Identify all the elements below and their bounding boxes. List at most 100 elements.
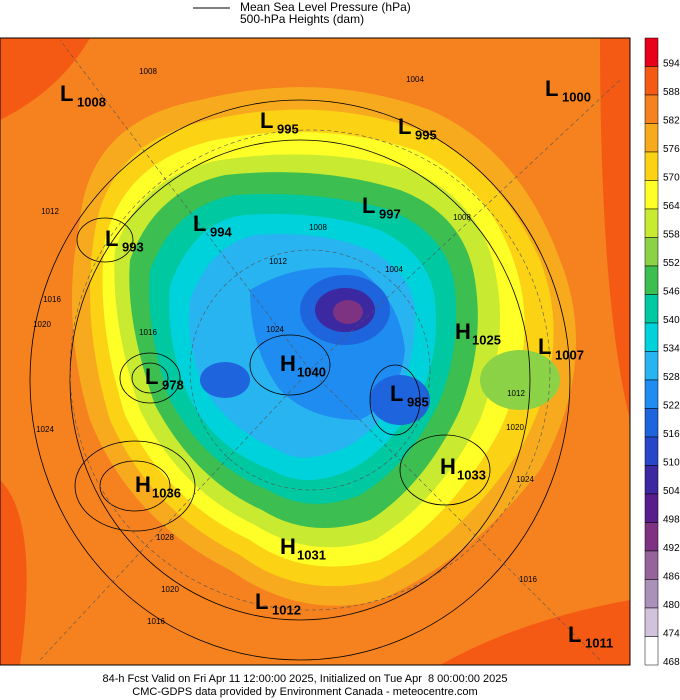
colorbar-box (644, 237, 659, 267)
contour-label: 1024 (36, 425, 54, 434)
center-letter: L (255, 589, 268, 614)
center-value: 1036 (152, 485, 181, 500)
colorbar-box (644, 265, 659, 295)
center-letter: H (280, 534, 296, 559)
map (0, 37, 631, 666)
center-value: 993 (122, 239, 144, 254)
center-letter: L (60, 81, 73, 106)
meridian (59, 39, 311, 371)
meridian (39, 369, 311, 661)
footer-text: 84-h Fcst Valid on Fri Apr 11 12:00:00 2… (102, 673, 507, 685)
colorbar-box (644, 550, 659, 580)
center-value: 1011 (585, 635, 613, 650)
contour-label: 1020 (161, 585, 179, 594)
contour-label: 1016 (147, 617, 165, 626)
colorbar-box (644, 579, 659, 609)
colorbar-box (644, 351, 659, 381)
meridian (309, 369, 601, 661)
center-value: 1008 (77, 94, 106, 109)
colorbar-label: 558 (663, 229, 680, 240)
center-value: 978 (162, 377, 184, 392)
colorbar-box (644, 322, 659, 352)
contour-label: 1024 (266, 325, 284, 334)
colorbar-box (644, 208, 659, 238)
colorbar-label: 582 (663, 115, 680, 126)
colorbar-label: 510 (663, 457, 680, 468)
isobar (119, 352, 181, 404)
contour-label: 1024 (516, 475, 534, 484)
field-patch (0, 38, 90, 120)
colorbar-label: 528 (663, 372, 680, 383)
colorbar-label: 564 (663, 201, 680, 212)
colorbar-box (644, 66, 659, 96)
center-letter: L (105, 226, 118, 251)
colorbar-box (644, 465, 659, 495)
colorbar-label: 474 (663, 628, 680, 639)
center-value: 985 (407, 394, 429, 409)
colorbar-label: 540 (663, 315, 680, 326)
colorbar-label: 594 (663, 58, 680, 69)
colorbar-box (644, 436, 659, 466)
contour-label: 1016 (519, 575, 537, 584)
colorbar-box (644, 379, 659, 409)
contour-label: 1012 (269, 257, 287, 266)
colorbar-label: 588 (663, 87, 680, 98)
meridian (309, 79, 621, 371)
center-value: 995 (277, 121, 299, 136)
center-letter: L (390, 381, 403, 406)
center-letter: L (545, 76, 558, 101)
graticule (39, 39, 621, 661)
center-letter: H (135, 472, 151, 497)
field-patch (440, 600, 630, 665)
colorbar-box (644, 37, 659, 67)
isobar (74, 440, 196, 532)
isobar (29, 99, 571, 661)
center-value: 1033 (457, 467, 486, 482)
center-letter: L (568, 622, 581, 647)
isobar (249, 334, 331, 396)
center-value: 1040 (297, 364, 326, 379)
center-letter: H (455, 319, 471, 344)
center-letter: H (440, 454, 456, 479)
center-value: 1012 (272, 602, 301, 617)
colorbar-label: 522 (663, 400, 680, 411)
contour-label: 1008 (309, 223, 327, 232)
contour-label: 1012 (507, 389, 525, 398)
contour-label: 1008 (453, 213, 471, 222)
contour-fill (333, 300, 363, 324)
colorbar-box (644, 493, 659, 523)
isobar (369, 364, 421, 436)
contour-label: 1004 (385, 265, 403, 274)
center-letter: L (145, 364, 158, 389)
contour-label: 1016 (139, 328, 157, 337)
latitude-circle (189, 249, 431, 491)
colorbar-box (644, 522, 659, 552)
legend-text: Mean Sea Level Pressure (hPa) (240, 0, 411, 14)
contour-label: 1016 (43, 295, 61, 304)
colorbar-box (644, 94, 659, 124)
center-letter: L (362, 193, 375, 218)
colorbar-box (644, 408, 659, 438)
field-patch (600, 38, 630, 420)
center-value: 1007 (555, 347, 584, 362)
contour-label: 1028 (156, 533, 174, 542)
center-letter: L (260, 108, 273, 133)
center-value: 994 (210, 224, 232, 239)
contour-label: 1020 (33, 320, 51, 329)
field-patch (0, 480, 27, 665)
contour-fill (200, 362, 250, 398)
center-value: 1000 (562, 89, 591, 104)
colorbar-label: 492 (663, 543, 680, 554)
contour-label: 1004 (406, 75, 424, 84)
contour-fill (370, 375, 430, 425)
colorbar-box (644, 636, 659, 666)
map-frame (0, 37, 631, 666)
isobar (131, 362, 169, 394)
contour-fill (480, 350, 560, 410)
colorbar-label: 516 (663, 429, 680, 440)
colorbar-label: 498 (663, 514, 680, 525)
height-field (72, 87, 576, 606)
colorbar-label: 468 (663, 657, 680, 668)
contour-label: 1020 (506, 423, 524, 432)
